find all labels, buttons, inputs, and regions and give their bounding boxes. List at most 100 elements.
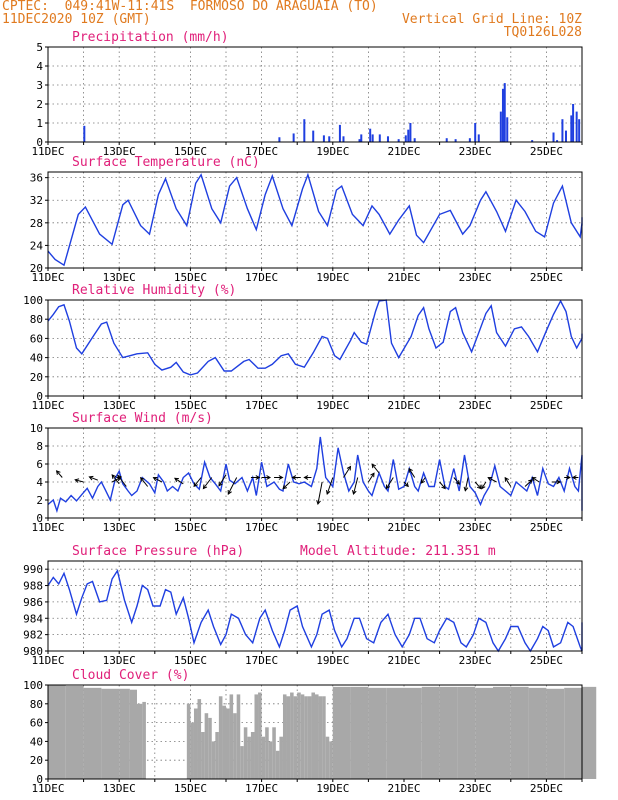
precip-bar bbox=[342, 136, 345, 142]
wind-arrow bbox=[111, 474, 120, 485]
wind-arrow bbox=[202, 477, 213, 489]
wind-xtick-label: 15DEC bbox=[174, 521, 207, 534]
humidity-xtick-label: 23DEC bbox=[459, 399, 492, 412]
humidity-ytick-label: 100 bbox=[23, 294, 43, 307]
wind-arrowhead bbox=[370, 472, 375, 478]
pressure-series-line bbox=[47, 569, 583, 653]
cloud-bar bbox=[215, 732, 219, 779]
wind-arrowhead bbox=[404, 482, 409, 488]
wind-xtick-label: 21DEC bbox=[387, 521, 420, 534]
temperature-xtick-label: 21DEC bbox=[387, 271, 420, 284]
cloud-bar bbox=[493, 686, 511, 779]
wind-arrow bbox=[420, 477, 426, 484]
pressure-ytick-label: 984 bbox=[23, 612, 43, 625]
cloud-bar bbox=[282, 694, 287, 779]
precip-bar bbox=[477, 134, 480, 142]
cloud-bar bbox=[258, 692, 262, 779]
precip-bar bbox=[292, 133, 295, 142]
cloud-bar bbox=[240, 746, 244, 779]
pressure-xtick-label: 13DEC bbox=[103, 654, 136, 667]
header-grid-line-note: Vertical Grid Line: 10Z bbox=[401, 12, 582, 27]
pressure-xtick-label: 17DEC bbox=[245, 654, 278, 667]
pressure-title: Surface Pressure (hPa) bbox=[72, 544, 244, 559]
precip-xtick-label: 11DEC bbox=[31, 145, 64, 158]
pressure-xtick-label: 21DEC bbox=[387, 654, 420, 667]
wind-arrow bbox=[227, 477, 238, 495]
cloud-bar bbox=[201, 732, 205, 779]
wind-arrowhead bbox=[408, 467, 413, 473]
cloud-bar bbox=[265, 727, 269, 779]
cloud-bar bbox=[236, 694, 241, 779]
wind-arrowhead bbox=[282, 484, 288, 490]
temperature-xtick-label: 25DEC bbox=[530, 271, 563, 284]
cloud-bar bbox=[297, 692, 301, 779]
cloud-ytick-label: 0 bbox=[36, 773, 43, 786]
wind-arrowhead bbox=[571, 475, 577, 480]
precip-bar bbox=[322, 135, 325, 142]
wind-arrowhead bbox=[346, 465, 352, 471]
wind-arrowhead bbox=[227, 489, 232, 495]
cloud-xtick-label: 17DEC bbox=[245, 782, 278, 795]
pressure-frame bbox=[47, 560, 583, 652]
precip-ytick-label: 2 bbox=[36, 98, 43, 111]
cloud-bar bbox=[268, 741, 273, 779]
precip-bar bbox=[501, 88, 504, 142]
cloud-xtick-label: 25DEC bbox=[530, 782, 563, 795]
precip-bar bbox=[312, 130, 315, 142]
wind-arrow bbox=[326, 477, 334, 495]
humidity-xtick-label: 17DEC bbox=[245, 399, 278, 412]
cloud-bar bbox=[510, 686, 529, 779]
wind-arrowhead bbox=[385, 484, 391, 490]
wind-xtick-label: 23DEC bbox=[459, 521, 492, 534]
cloud-bar bbox=[304, 696, 308, 779]
cloud-bar bbox=[208, 717, 212, 779]
pressure-xtick-label: 19DEC bbox=[316, 654, 349, 667]
wind-arrowhead bbox=[117, 474, 122, 480]
temperature-xtick-label: 13DEC bbox=[103, 271, 136, 284]
wind-arrow bbox=[487, 477, 497, 483]
cloud-bar bbox=[250, 732, 255, 779]
wind-xtick-label: 11DEC bbox=[31, 521, 64, 534]
cloud-title: Cloud Cover (%) bbox=[72, 668, 189, 683]
precip-bar bbox=[468, 138, 471, 142]
cloud-bar bbox=[193, 708, 198, 779]
cloud-bar bbox=[65, 685, 84, 779]
precip-xtick-label: 17DEC bbox=[245, 145, 278, 158]
cloud-bar bbox=[286, 696, 291, 779]
temperature-ytick-label: 20 bbox=[30, 262, 43, 275]
cloud-xtick-label: 13DEC bbox=[103, 782, 136, 795]
cloud-ytick-label: 20 bbox=[30, 754, 43, 767]
precip-bar bbox=[369, 128, 372, 142]
cloud-bar bbox=[279, 736, 283, 779]
wind-arrowhead bbox=[316, 500, 321, 506]
precip-bar bbox=[454, 139, 457, 142]
humidity-ytick-label: 20 bbox=[30, 371, 43, 384]
precip-bar bbox=[386, 136, 389, 142]
cloud-bar bbox=[222, 705, 226, 779]
cloud-bar bbox=[293, 696, 298, 779]
wind-arrow bbox=[153, 477, 163, 483]
wind-arrowhead bbox=[504, 476, 509, 482]
cloud-bar bbox=[439, 686, 458, 779]
cloud-ytick-label: 60 bbox=[30, 717, 43, 730]
cloud-ytick-label: 40 bbox=[30, 735, 43, 748]
wind-arrowhead bbox=[566, 475, 571, 480]
precip-bar bbox=[499, 111, 502, 142]
cloud-bar bbox=[272, 727, 276, 779]
humidity-series-line bbox=[47, 299, 583, 376]
cloud-bar bbox=[546, 688, 565, 779]
pressure-ytick-label: 982 bbox=[23, 629, 43, 642]
precip-bar bbox=[561, 119, 564, 142]
cloud-bar bbox=[528, 687, 547, 779]
cloud-ytick-label: 80 bbox=[30, 698, 43, 711]
cloud-bar bbox=[186, 703, 191, 779]
precip-xtick-label: 13DEC bbox=[103, 145, 136, 158]
wind-xtick-label: 25DEC bbox=[530, 521, 563, 534]
wind-arrow bbox=[532, 477, 540, 483]
pressure-xtick-label: 11DEC bbox=[31, 654, 64, 667]
precip-ytick-label: 3 bbox=[36, 79, 43, 92]
wind-ytick-label: 8 bbox=[36, 440, 43, 453]
precip-xtick-label: 15DEC bbox=[174, 145, 207, 158]
wind-arrowhead bbox=[476, 484, 482, 490]
wind-arrow bbox=[117, 475, 127, 487]
